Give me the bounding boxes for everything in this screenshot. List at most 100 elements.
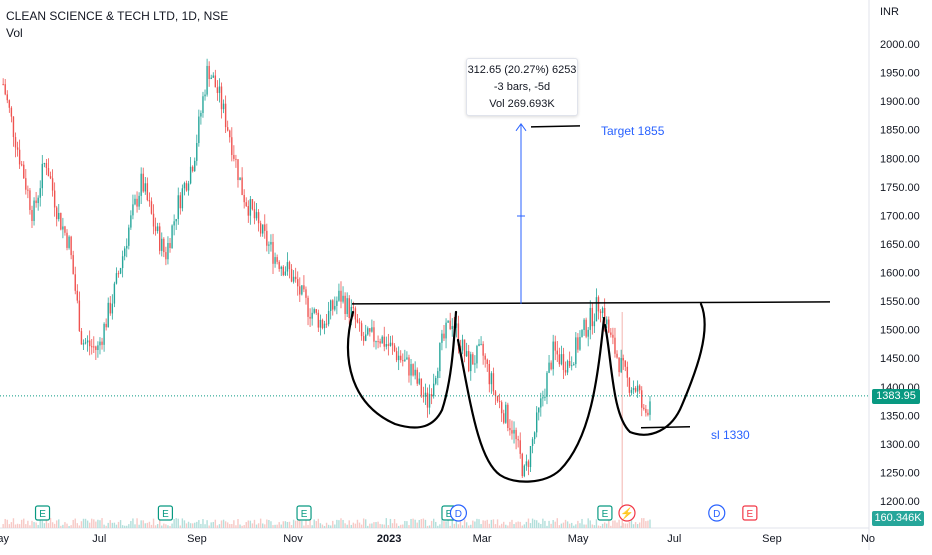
event-marker[interactable]: E [296,505,312,521]
candle-body [165,252,167,260]
volume-bar [181,518,184,528]
candle-body [321,319,324,329]
candle [579,330,581,351]
candle-body [294,276,297,280]
candle-body [266,230,268,246]
volume-bar [175,518,177,528]
candle [474,355,476,373]
candle [27,185,29,199]
event-marker[interactable]: ⚡ [618,504,636,522]
volume-bar [194,522,196,528]
candle-body [542,397,544,399]
candle-body [647,412,649,415]
candle-body [521,453,523,477]
event-marker[interactable]: E [742,505,758,521]
candle [505,401,507,424]
candle-body [136,198,138,207]
volume-bar [224,521,227,528]
candle [356,313,359,324]
candle [165,246,167,266]
candle [37,195,39,211]
volume-bar [453,523,455,528]
candle [323,320,326,335]
candle-body [476,346,478,364]
candle [216,80,219,101]
dividend-marker-label: D [713,509,720,520]
measure-tooltip: 312.65 (20.27%) 6253 -3 bars, -5d Vol 26… [466,58,578,116]
candle-body [309,316,311,319]
candle [447,320,449,323]
candle [513,421,515,444]
volume-bar [105,525,107,528]
candle [408,354,410,383]
volume-bar [292,519,295,528]
candle-body [573,364,575,366]
volume-bar [338,520,340,528]
candle [123,246,126,261]
volume-bar [535,520,538,528]
candle-body [465,351,468,357]
candle-body [6,94,8,101]
candle-body [346,298,348,315]
candle-body [445,322,447,339]
candle [198,109,200,147]
candle [130,210,132,230]
volume-bar [404,520,406,528]
candle [126,238,128,258]
candle-body [132,204,134,216]
candle [259,220,262,237]
event-marker[interactable]: D [449,504,468,522]
x-tick-label: May [568,533,589,545]
volume-bar [321,524,324,528]
volume-bar [280,524,282,528]
event-marker[interactable]: D [708,504,726,522]
target-annotation[interactable]: Target 1855 [601,124,665,138]
volume-bar [515,522,517,528]
candle-body [587,329,589,337]
volume-bar [447,518,449,528]
volume-bar [132,518,134,528]
candle [25,169,27,195]
candle-body [317,312,320,328]
candle [529,445,532,472]
candle [488,360,491,393]
candle-body [241,177,243,196]
stoploss-annotation[interactable]: sl 1330 [711,428,750,442]
event-marker[interactable]: E [34,505,51,521]
volume-bar [134,524,136,528]
candle-body [31,209,33,221]
candle [400,350,402,363]
candle-body [183,183,186,189]
candle [503,409,505,425]
candle [272,233,274,275]
candle [220,82,223,119]
volume-bar [566,521,569,528]
candle-body [523,465,526,477]
candle [173,214,175,236]
candle-body [358,322,361,324]
candle-body [628,377,631,393]
candle [177,187,179,225]
candle [560,345,563,366]
candle-body [264,224,266,231]
candle-body [212,75,214,78]
volume-bar [315,521,317,528]
candle [117,270,120,278]
event-marker[interactable]: E [597,505,613,521]
volume-bar [264,524,266,528]
candle-body [70,236,72,256]
event-marker[interactable]: E [157,505,174,521]
candle [620,349,622,374]
candle-body [441,333,443,343]
candle-body [194,160,196,171]
volume-bar [27,520,29,528]
candle-body [278,261,280,269]
volume-bar [329,525,332,528]
volume-bar [626,523,629,528]
volume-bar [649,519,651,528]
volume-bar [113,522,116,528]
candle [194,157,196,173]
candle [624,360,626,372]
